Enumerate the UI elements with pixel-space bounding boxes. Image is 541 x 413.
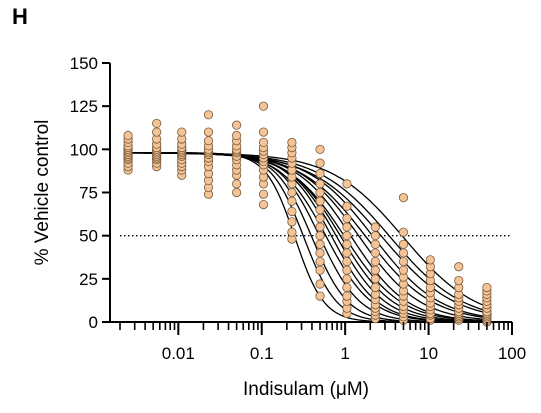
- data-point: [203, 136, 214, 146]
- y-tick-label: 150: [70, 54, 98, 73]
- data-point: [398, 227, 409, 237]
- data-point: [152, 118, 162, 129]
- data-point: [315, 231, 325, 241]
- panel-letter: H: [12, 4, 28, 29]
- data-point: [287, 137, 297, 148]
- points-group: [123, 101, 492, 327]
- y-tick-label: 125: [70, 97, 98, 116]
- data-point: [315, 279, 325, 289]
- data-point: [398, 239, 409, 249]
- data-point: [398, 265, 409, 275]
- data-point: [425, 255, 435, 265]
- data-point: [370, 231, 380, 241]
- data-point: [342, 282, 352, 293]
- data-point: [370, 274, 380, 284]
- data-point: [454, 275, 464, 286]
- data-point: [203, 127, 214, 137]
- data-point: [370, 265, 380, 275]
- data-point: [370, 222, 380, 232]
- data-point: [258, 101, 269, 111]
- data-point: [287, 217, 297, 227]
- data-point: [342, 213, 352, 223]
- data-point: [315, 158, 325, 168]
- data-point: [370, 239, 380, 249]
- x-tick-label: 0.1: [250, 344, 274, 363]
- data-point: [315, 222, 325, 232]
- data-point: [315, 187, 325, 198]
- data-point: [258, 127, 269, 137]
- x-tick-label: 100: [498, 344, 526, 363]
- data-point: [232, 130, 242, 141]
- data-point: [342, 291, 352, 301]
- data-point: [287, 227, 297, 237]
- data-point: [454, 262, 464, 272]
- y-tick-label: 100: [70, 140, 98, 159]
- data-point: [482, 282, 492, 293]
- data-point: [342, 231, 352, 241]
- data-point: [232, 187, 242, 198]
- data-point: [258, 199, 269, 210]
- data-point: [342, 274, 352, 284]
- data-point: [232, 120, 242, 130]
- data-point: [232, 179, 242, 189]
- data-point: [203, 110, 214, 120]
- x-tick-label: 1: [340, 344, 349, 363]
- data-point: [342, 201, 352, 211]
- data-point: [398, 256, 409, 267]
- y-tick-label: 75: [79, 184, 98, 203]
- data-point: [342, 248, 352, 258]
- data-point: [315, 196, 325, 206]
- data-point: [342, 265, 352, 275]
- x-axis-title: Indisulam (μM): [243, 379, 369, 400]
- data-point: [315, 291, 325, 301]
- data-point: [315, 248, 325, 258]
- x-tick-label: 0.01: [162, 344, 195, 363]
- data-point: [370, 256, 380, 267]
- data-point: [287, 187, 297, 198]
- data-point: [370, 248, 380, 258]
- data-point: [398, 248, 409, 258]
- data-point: [342, 239, 352, 249]
- data-point: [315, 265, 325, 275]
- data-point: [287, 206, 297, 217]
- data-point: [342, 179, 352, 189]
- x-tick-label: 10: [419, 344, 438, 363]
- data-point: [258, 137, 269, 148]
- data-point: [398, 193, 409, 203]
- data-point: [315, 256, 325, 267]
- ticks-group: 0 25 50 75 100 125 150 0.01 0.1 1 10 100: [70, 54, 527, 363]
- data-point: [315, 205, 325, 215]
- data-point: [315, 179, 325, 189]
- data-point: [152, 127, 162, 137]
- data-point: [370, 282, 380, 293]
- data-point: [342, 222, 352, 232]
- data-point: [315, 144, 325, 154]
- data-point: [177, 127, 187, 137]
- y-axis-title: % Vehicle control: [32, 120, 53, 266]
- y-tick-label: 0: [89, 313, 98, 332]
- data-point: [315, 168, 325, 179]
- y-tick-label: 25: [79, 270, 98, 289]
- data-point: [342, 256, 352, 267]
- data-point: [315, 213, 325, 223]
- data-point: [287, 196, 297, 206]
- y-tick-label: 50: [79, 227, 98, 246]
- data-point: [123, 130, 133, 141]
- data-point: [315, 239, 325, 249]
- data-point: [258, 189, 269, 199]
